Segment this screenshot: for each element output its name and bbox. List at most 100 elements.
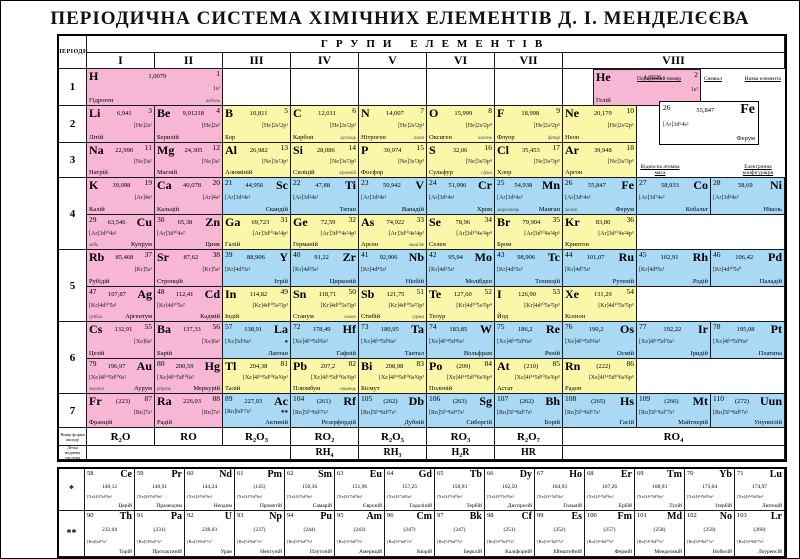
element-Es: 99 Es (252) [Rn]5f¹¹6d⁰7s² Ейнштейній [535, 511, 585, 557]
element-name: Галій [225, 241, 241, 248]
atomic-number: 57 [225, 322, 233, 331]
atomic-mass: 74,922 [386, 219, 405, 226]
atomic-number: 31 [280, 215, 289, 224]
atomic-number: 37 [144, 250, 153, 259]
electron-config: [Ne]3s²3p³ [398, 159, 424, 165]
atomic-mass: (260) [753, 527, 766, 534]
atomic-number: 80 [157, 359, 165, 368]
atomic-number: 33 [416, 215, 425, 224]
atomic-mass: 195,08 [736, 326, 755, 333]
element-name: Талій [225, 385, 241, 392]
atomic-mass: 226,03 [183, 398, 202, 405]
element-Tc: 43 98,906 Tc [Kr]4d⁵5s² Технецій [495, 250, 563, 287]
atomic-mass: (258) [653, 527, 666, 534]
atomic-mass: 127,60 [453, 291, 472, 298]
element-symbol: Rb [89, 250, 105, 264]
atomic-mass: 85,468 [115, 254, 134, 261]
element-symbol: Li [89, 106, 101, 120]
element-name: Силіцій [293, 169, 315, 176]
element-symbol: Mo [474, 250, 492, 264]
element-symbol: Pr [171, 469, 182, 480]
element-Lu: 71 Lu 174,97 [Xe]4f¹⁴5d¹6s² Лютецій [735, 469, 785, 511]
atomic-number: 110 [713, 394, 724, 403]
electron-config: [Ar]3d⁵4s² [497, 195, 523, 201]
element-name: Станум [293, 313, 314, 320]
atomic-number: 6 [352, 106, 356, 115]
element-symbol: Rn [565, 359, 581, 373]
element-name: Гадоліній [409, 503, 432, 509]
atomic-mass: 132,91 [114, 326, 133, 333]
electron-config: [Xe]4f¹⁴5d⁹6s¹ [713, 339, 749, 345]
atomic-number: 48 [157, 287, 165, 296]
element-name: Нептуній [260, 548, 282, 555]
atomic-number: 78 [713, 322, 721, 331]
element-name: Тербій [466, 503, 482, 509]
empty-cell [637, 359, 785, 394]
element-Re: 75 186,2 Re [Xe]4f¹⁴5d⁵6s² Реній [495, 322, 563, 359]
element-name: Йод [497, 313, 509, 320]
atomic-mass: 87,62 [183, 254, 199, 261]
element-name: Ітрій [274, 278, 288, 285]
element-symbol: Cf [521, 511, 532, 522]
electron-config: [Xe]4f⁷5d⁰6s² [337, 494, 363, 499]
element-name: Унуннілій [753, 419, 782, 426]
element-symbol: Ni [770, 178, 782, 192]
element-name: Плюмбум [293, 385, 321, 392]
element-Tl: Tl 204,38 81 [Xe]4f¹⁴5d¹⁰6s²6p¹ Талій [223, 359, 291, 394]
element-symbol: Lr [770, 511, 782, 522]
atomic-number: 56 [212, 322, 221, 331]
element-symbol: Ti [344, 178, 356, 192]
element-name: Ферум [615, 206, 634, 213]
element-W: 74 183,85 W [Xe]4f¹⁴5d⁴6s² Вольфрам [427, 322, 495, 359]
electron-config: [Xe]4f¹⁴5d⁴6s² [429, 339, 465, 345]
electron-config: [Rn]5f¹⁴6d⁶7s² [565, 409, 601, 416]
group-numeral-II: II [155, 53, 223, 69]
atomic-mass: 121,75 [386, 291, 405, 298]
element-symbol: Mg [157, 143, 175, 157]
element-Hf: 72 178,49 Hf [Xe]4f¹⁴5d²6s² Гафній [291, 322, 359, 359]
oxide-formula: RO₄ [563, 428, 785, 446]
oxide-row-label: Вища форма оксиду [59, 428, 87, 446]
electron-config: [Ar]3d¹4s² [225, 195, 251, 201]
element-N: N 14,007 7 [He]2s²2p³ Нітроген азот [359, 106, 427, 143]
element-He: He 4,0026 2 1s² Гелій [593, 69, 701, 106]
element-symbol: Lu [769, 469, 782, 480]
element-Bk: 97 Bk (247) [Rn]5f⁹6d⁰7s² Берклій [435, 511, 485, 557]
atomic-number: 99 [537, 512, 544, 519]
element-name: Рутеній [612, 278, 634, 285]
element-name: Протактиній [152, 548, 182, 555]
legend-sample-name-line: Ферум [663, 135, 755, 142]
element-Co: 27 58,933 Co [Ar]3d⁷4s² Кобальт [637, 178, 711, 215]
electron-config: [Xe]4f¹⁰5d⁰6s² [487, 494, 514, 499]
atomic-number: 42 [429, 250, 437, 259]
atomic-number: 19 [144, 178, 153, 187]
electron-config: [Rn]5f⁷6d⁰7s² [337, 538, 363, 544]
atomic-mass: (223) [116, 398, 131, 405]
atomic-mass: (210) [524, 363, 539, 370]
atomic-number: 106 [429, 394, 441, 403]
element-name: Неон [565, 134, 580, 141]
electron-config: [He]2s²2p⁶ [607, 123, 634, 129]
atomic-mass: 6,941 [116, 110, 132, 117]
electron-config: [Kr]4d¹⁰5s⁰ [713, 267, 742, 273]
electron-config: [Xe]4f³5d⁰6s² [137, 494, 162, 499]
element-name: Фермій [614, 548, 632, 555]
atomic-number: 38 [212, 250, 221, 259]
element-C: C 12,011 6 [He]2s²2p² Карбон вуглець [291, 106, 359, 143]
electron-config: [Rn]7s¹ [133, 409, 152, 416]
electron-config: [Rn]5f¹⁴6d⁵7s² [497, 409, 533, 416]
element-Bi: Bi 208,98 83 [Xe]4f¹⁴5d¹⁰6s²6p³ Бісмут [359, 359, 427, 394]
group-numeral-VIII: VIII [563, 53, 785, 69]
atomic-mass: 98,906 [517, 254, 536, 261]
electron-config: [Xe]4f¹⁴5d⁵6s² [497, 339, 533, 345]
element-name: Манган [538, 206, 560, 213]
electron-config: [Ar]3d¹⁰4s²4p⁵ [524, 231, 560, 237]
element-Pr: 59 Pr 140,91 [Xe]4f³5d⁰6s² Празеодим [135, 469, 185, 511]
element-name: Уран [220, 548, 232, 555]
atomic-mass: 39,948 [593, 147, 612, 154]
atomic-mass: (257) [603, 527, 616, 534]
atomic-number: 93 [237, 512, 244, 519]
atomic-mass: (259) [703, 527, 716, 534]
electron-config: [Xe]4f¹³5d⁰6s² [637, 494, 664, 499]
element-Po: Po (209) 84 [Xe]4f¹⁴5d¹⁰6s²6p⁴ Полоній [427, 359, 495, 394]
